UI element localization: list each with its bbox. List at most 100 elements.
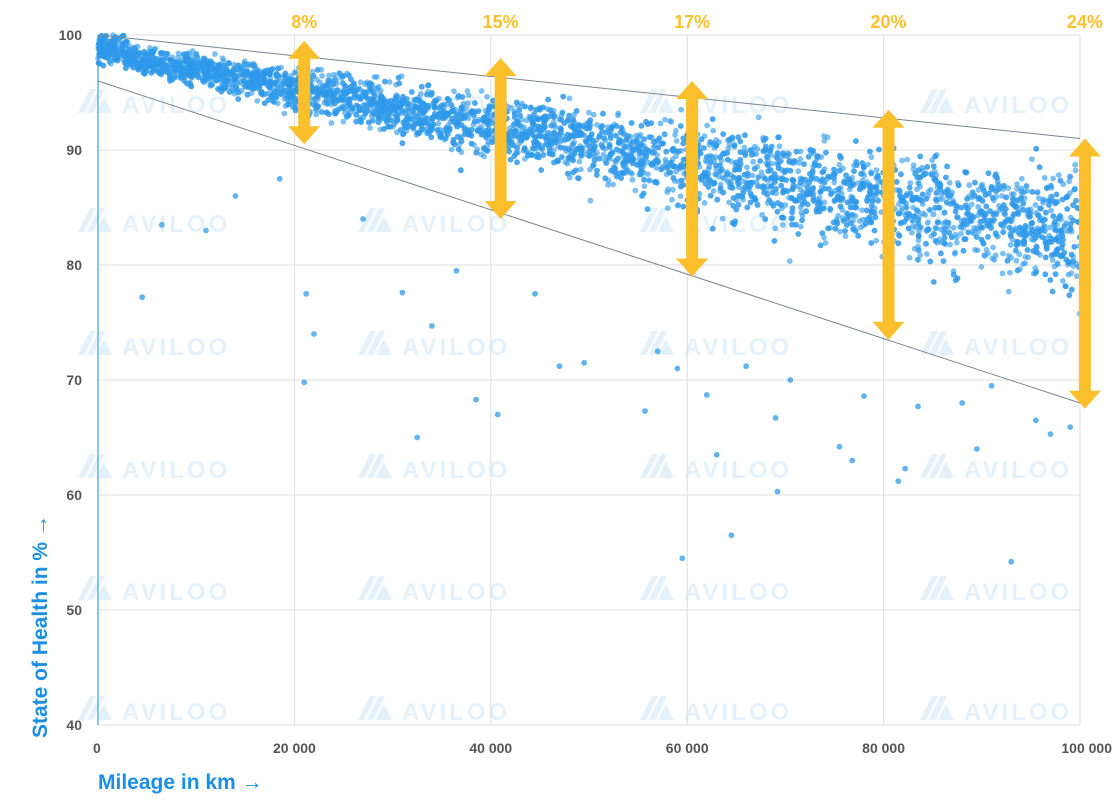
data-point (414, 96, 420, 103)
data-point (838, 155, 844, 161)
data-point (672, 132, 678, 138)
data-point (577, 166, 584, 173)
data-point (970, 214, 977, 220)
data-point (731, 142, 738, 149)
data-point (1024, 247, 1031, 253)
data-point (318, 109, 325, 115)
data-point (909, 229, 915, 236)
data-point (1059, 278, 1066, 284)
data-point (673, 153, 679, 160)
data-point (978, 224, 985, 231)
data-point (943, 174, 949, 181)
data-point (950, 224, 957, 231)
data-point (810, 197, 817, 204)
data-point (744, 204, 751, 211)
watermark-text: AVILOO (122, 457, 230, 484)
data-point (377, 87, 384, 94)
data-point (822, 240, 829, 246)
data-point (874, 172, 881, 179)
data-point (925, 219, 931, 226)
watermark-logo-mark (938, 462, 954, 478)
watermark-logo-mark (96, 339, 112, 355)
data-point (804, 184, 811, 191)
watermark-text: AVILOO (684, 457, 792, 484)
data-point (717, 154, 724, 161)
data-point (1032, 202, 1039, 208)
data-point (1003, 194, 1010, 201)
watermark-logo: AVILOO (78, 576, 227, 606)
watermark-logo-mark (929, 696, 947, 720)
data-point (726, 136, 733, 143)
data-point (962, 169, 969, 175)
data-point (961, 217, 968, 224)
data-point (170, 64, 177, 70)
data-point (1017, 224, 1023, 231)
data-point (719, 215, 726, 222)
data-point (700, 145, 707, 151)
data-point (953, 239, 960, 246)
data-point (591, 157, 598, 163)
data-point (773, 186, 779, 192)
watermark-logo-mark (929, 331, 947, 355)
data-point (933, 171, 940, 178)
data-point (517, 112, 523, 119)
data-point (252, 77, 259, 84)
data-point (817, 242, 824, 249)
watermark-logo-mark (649, 89, 667, 113)
watermark-logo-mark (920, 576, 938, 600)
data-point (1020, 206, 1027, 213)
data-point (1002, 206, 1009, 213)
data-point (149, 50, 156, 57)
data-point (400, 93, 406, 100)
data-point (1068, 286, 1075, 293)
data-point (122, 38, 129, 45)
data-point (287, 76, 293, 83)
watermark-logo: AVILOO (640, 454, 792, 484)
data-point (615, 155, 622, 162)
data-point (108, 60, 114, 67)
data-point (873, 184, 880, 191)
data-point (559, 109, 566, 116)
data-point (839, 195, 845, 202)
watermark-logo-mark (78, 576, 96, 600)
data-point (1007, 269, 1013, 276)
data-point (548, 122, 555, 129)
data-point (978, 264, 985, 270)
data-point (596, 133, 603, 140)
data-point (1061, 249, 1068, 256)
data-point (876, 146, 882, 153)
data-point (202, 78, 208, 84)
watermark-logo-mark (78, 696, 96, 720)
data-point (399, 140, 406, 147)
watermark-logo: AVILOO (920, 454, 1069, 484)
data-point (858, 170, 864, 177)
data-point (783, 177, 789, 184)
data-point (138, 63, 145, 69)
data-point (1052, 271, 1059, 278)
data-point (836, 161, 843, 168)
data-point (614, 146, 620, 153)
watermark-logo: AVILOO (640, 331, 789, 361)
data-point (1048, 207, 1054, 214)
data-point (281, 110, 288, 117)
data-point (932, 204, 939, 211)
data-point (607, 151, 614, 158)
data-point (465, 115, 472, 122)
watermark-text: AVILOO (402, 457, 510, 484)
data-point (922, 170, 929, 177)
data-point (797, 156, 804, 162)
data-point (459, 115, 466, 121)
data-point (448, 146, 455, 153)
data-point (403, 120, 410, 126)
data-point (737, 149, 744, 156)
data-point (923, 251, 930, 257)
data-point (653, 164, 660, 171)
data-point (451, 88, 457, 95)
data-point (989, 194, 996, 201)
data-point (590, 111, 597, 118)
data-point (282, 80, 288, 87)
data-point (1066, 259, 1072, 266)
data-point (641, 176, 647, 183)
watermark-text: AVILOO (402, 211, 510, 238)
data-point (840, 217, 847, 224)
